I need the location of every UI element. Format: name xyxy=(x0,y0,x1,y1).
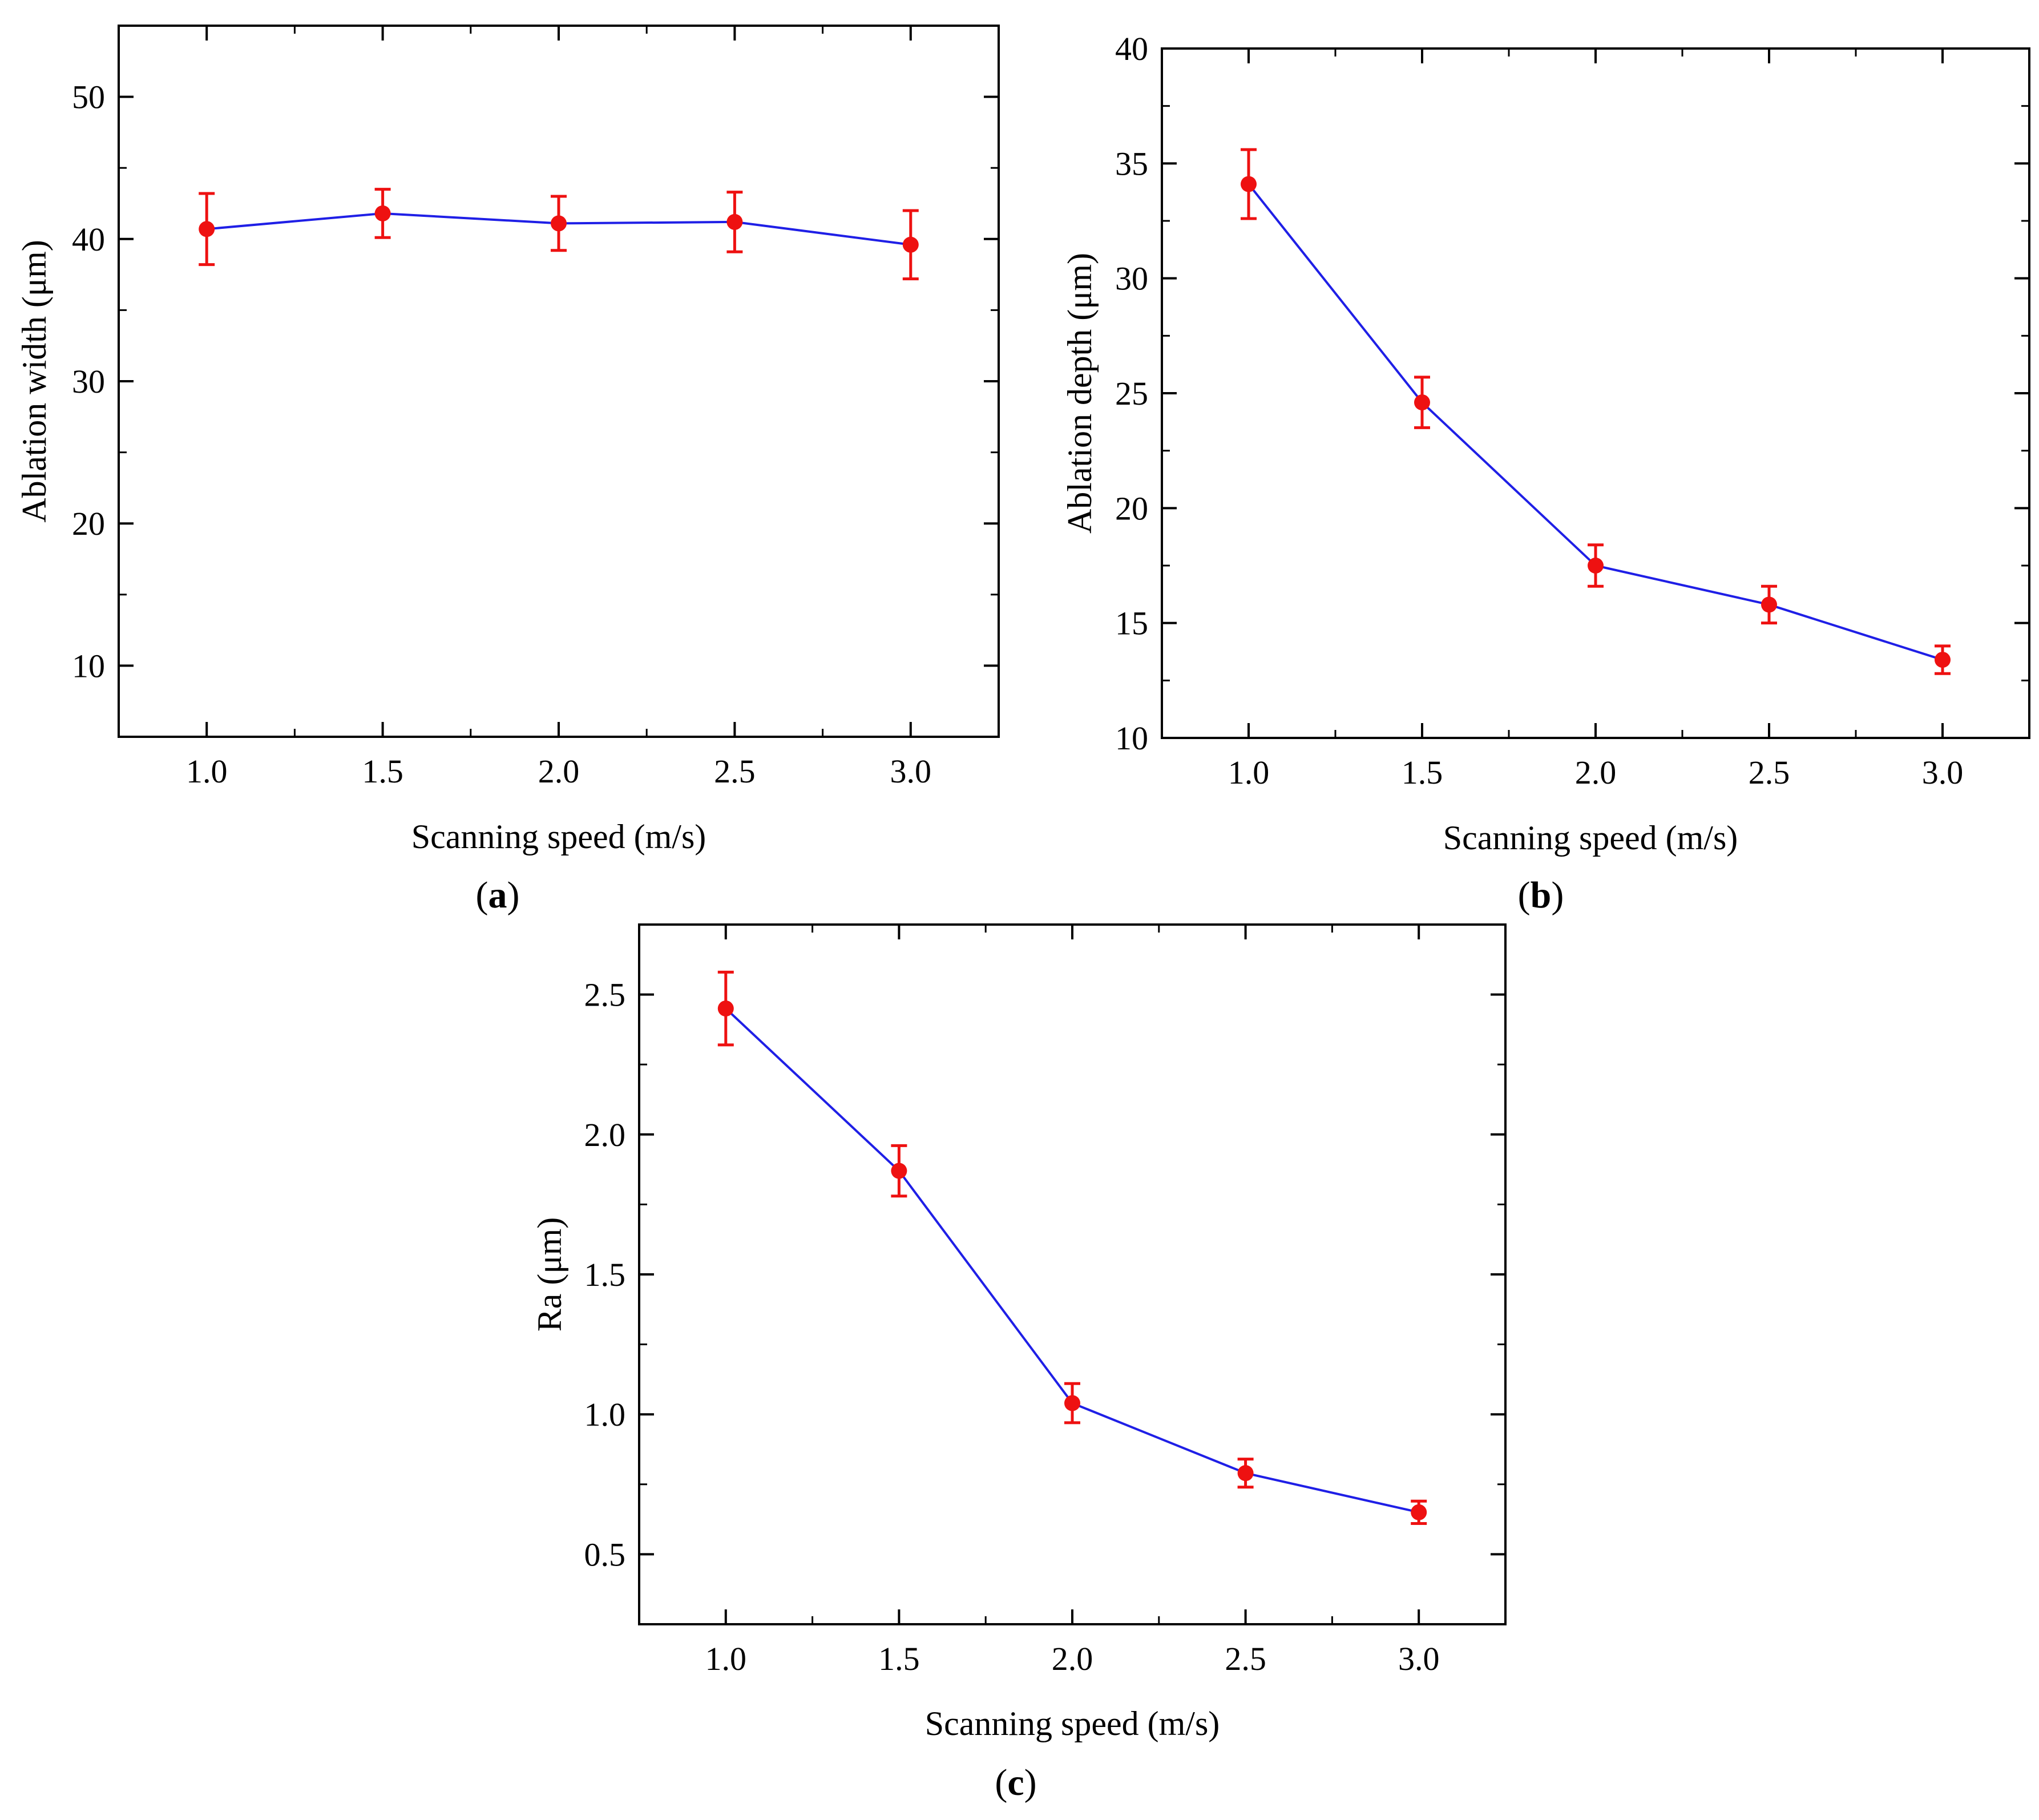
panel-a-y-tick-label: 50 xyxy=(72,79,105,116)
panel-a-x-axis-label: Scanning speed (m/s) xyxy=(411,818,706,855)
panel-b-x-tick-label: 1.0 xyxy=(1228,754,1270,791)
panel-c-x-axis-label: Scanning speed (m/s) xyxy=(925,1705,1220,1742)
panel-c-y-tick-label: 1.5 xyxy=(584,1256,626,1293)
panel-c-caption: (c) xyxy=(995,1762,1036,1803)
panel-a-data-point xyxy=(551,215,567,232)
panel-c-data-point xyxy=(1064,1395,1080,1411)
panel-a-x-tick-label: 2.5 xyxy=(714,753,756,790)
panel-b-y-tick-label: 10 xyxy=(1115,720,1148,757)
panel-c-y-tick-label: 2.0 xyxy=(584,1116,626,1153)
panel-b-y-ticks: 10 15 20 25 30 35 40 xyxy=(1115,30,2029,757)
panel-a-caption: (a) xyxy=(476,874,520,916)
panel-a-caption-letter: a xyxy=(488,874,507,916)
panel-a-x-tick-label: 1.0 xyxy=(186,753,228,790)
panel-b-y-tick-label: 40 xyxy=(1115,30,1148,67)
panel-c-y-tick-label: 1.0 xyxy=(584,1396,626,1433)
panel-c-x-tick-label: 3.0 xyxy=(1398,1640,1440,1677)
panel-b-data-point xyxy=(1761,596,1777,613)
panel-a-y-axis-label: Ablation width (μm) xyxy=(15,240,53,522)
panel-a-y-tick-label: 30 xyxy=(72,363,105,400)
panel-b-x-tick-label: 3.0 xyxy=(1922,754,1964,791)
panel-a-data-point xyxy=(726,213,743,230)
panel-b-y-tick-label: 20 xyxy=(1115,490,1148,527)
panel-b-data-point xyxy=(1588,558,1604,574)
panel-a-y-tick-label: 40 xyxy=(72,221,105,258)
panel-c-x-tick-label: 2.5 xyxy=(1225,1640,1266,1677)
panel-b-caption: (b) xyxy=(1518,874,1564,916)
panel-c-data-point xyxy=(1237,1465,1254,1482)
panel-a-plot-frame xyxy=(118,25,1000,738)
panel-b-series xyxy=(1241,148,1951,675)
panel-a-data-point xyxy=(374,205,391,221)
panel-c-plot-frame xyxy=(638,923,1507,1625)
panel-b-x-tick-label: 2.0 xyxy=(1575,754,1617,791)
panel-a-x-tick-label: 2.0 xyxy=(538,753,580,790)
panel-b-chart: 1.0 1.5 2.0 2.5 3.0 10 15 20 25 30 35 40 Scanning … xyxy=(1061,30,2030,916)
panel-a-x-tick-label: 1.5 xyxy=(362,753,403,790)
panel-b-x-ticks: 1.0 1.5 2.0 2.5 3.0 xyxy=(1228,49,1964,791)
panel-c-y-ticks: 0.5 1.0 1.5 2.0 2.5 xyxy=(584,923,1505,1625)
panel-c-x-tick-label: 2.0 xyxy=(1052,1640,1093,1677)
panel-b-y-tick-label: 35 xyxy=(1115,145,1148,182)
panel-c-data-point xyxy=(891,1163,907,1179)
panel-b-x-tick-label: 2.5 xyxy=(1749,754,1790,791)
panel-c-data-point xyxy=(1411,1504,1427,1520)
panel-a-data-point xyxy=(199,221,215,237)
panel-b-plot-frame xyxy=(1161,47,2030,739)
panel-c-x-ticks: 1.0 1.5 2.0 2.5 3.0 xyxy=(705,925,1440,1677)
panel-b-data-point xyxy=(1935,652,1951,668)
panel-b-y-tick-label: 25 xyxy=(1115,375,1148,412)
panel-c-x-tick-label: 1.5 xyxy=(878,1640,920,1677)
panel-a-x-tick-label: 3.0 xyxy=(890,753,932,790)
panel-a-y-tick-label: 10 xyxy=(72,647,105,684)
panel-c-series-line xyxy=(725,1007,1419,1514)
panel-a-y-tick-label: 20 xyxy=(72,505,105,542)
panel-c-caption-letter: c xyxy=(1007,1762,1024,1803)
panel-c-data-point xyxy=(717,1000,734,1017)
panel-a-chart: 1.0 1.5 2.0 2.5 3.0 10 20 30 40 50 Scanning spee… xyxy=(15,25,1000,916)
panel-b-data-point xyxy=(1414,394,1430,411)
panel-b-data-point xyxy=(1241,176,1257,192)
panel-b-x-axis-label: Scanning speed (m/s) xyxy=(1443,819,1738,857)
panel-c-y-tick-label: 0.5 xyxy=(584,1536,626,1573)
panel-c-y-axis-label: Ra (μm) xyxy=(531,1217,568,1331)
panel-a-y-ticks: 10 20 30 40 50 xyxy=(72,25,999,738)
panel-b-x-tick-label: 1.5 xyxy=(1402,754,1443,791)
panel-b-caption-letter: b xyxy=(1531,874,1552,916)
panel-b-series-line xyxy=(1247,183,1943,661)
panel-a-data-point xyxy=(902,236,919,253)
panel-a-x-ticks: 1.0 1.5 2.0 2.5 3.0 xyxy=(186,26,931,790)
panel-b-y-axis-label: Ablation depth (μm) xyxy=(1061,253,1099,534)
panel-c-chart: 1.0 1.5 2.0 2.5 3.0 0.5 1.0 1.5 2.0 2.5 Scanning… xyxy=(531,923,1507,1803)
panel-a-series xyxy=(199,188,919,281)
panel-c-y-tick-label: 2.5 xyxy=(584,976,626,1014)
panel-c-x-tick-label: 1.0 xyxy=(705,1640,747,1677)
panel-b-y-tick-label: 30 xyxy=(1115,260,1148,297)
panel-b-y-tick-label: 15 xyxy=(1115,605,1148,642)
panel-c-series xyxy=(717,970,1427,1525)
